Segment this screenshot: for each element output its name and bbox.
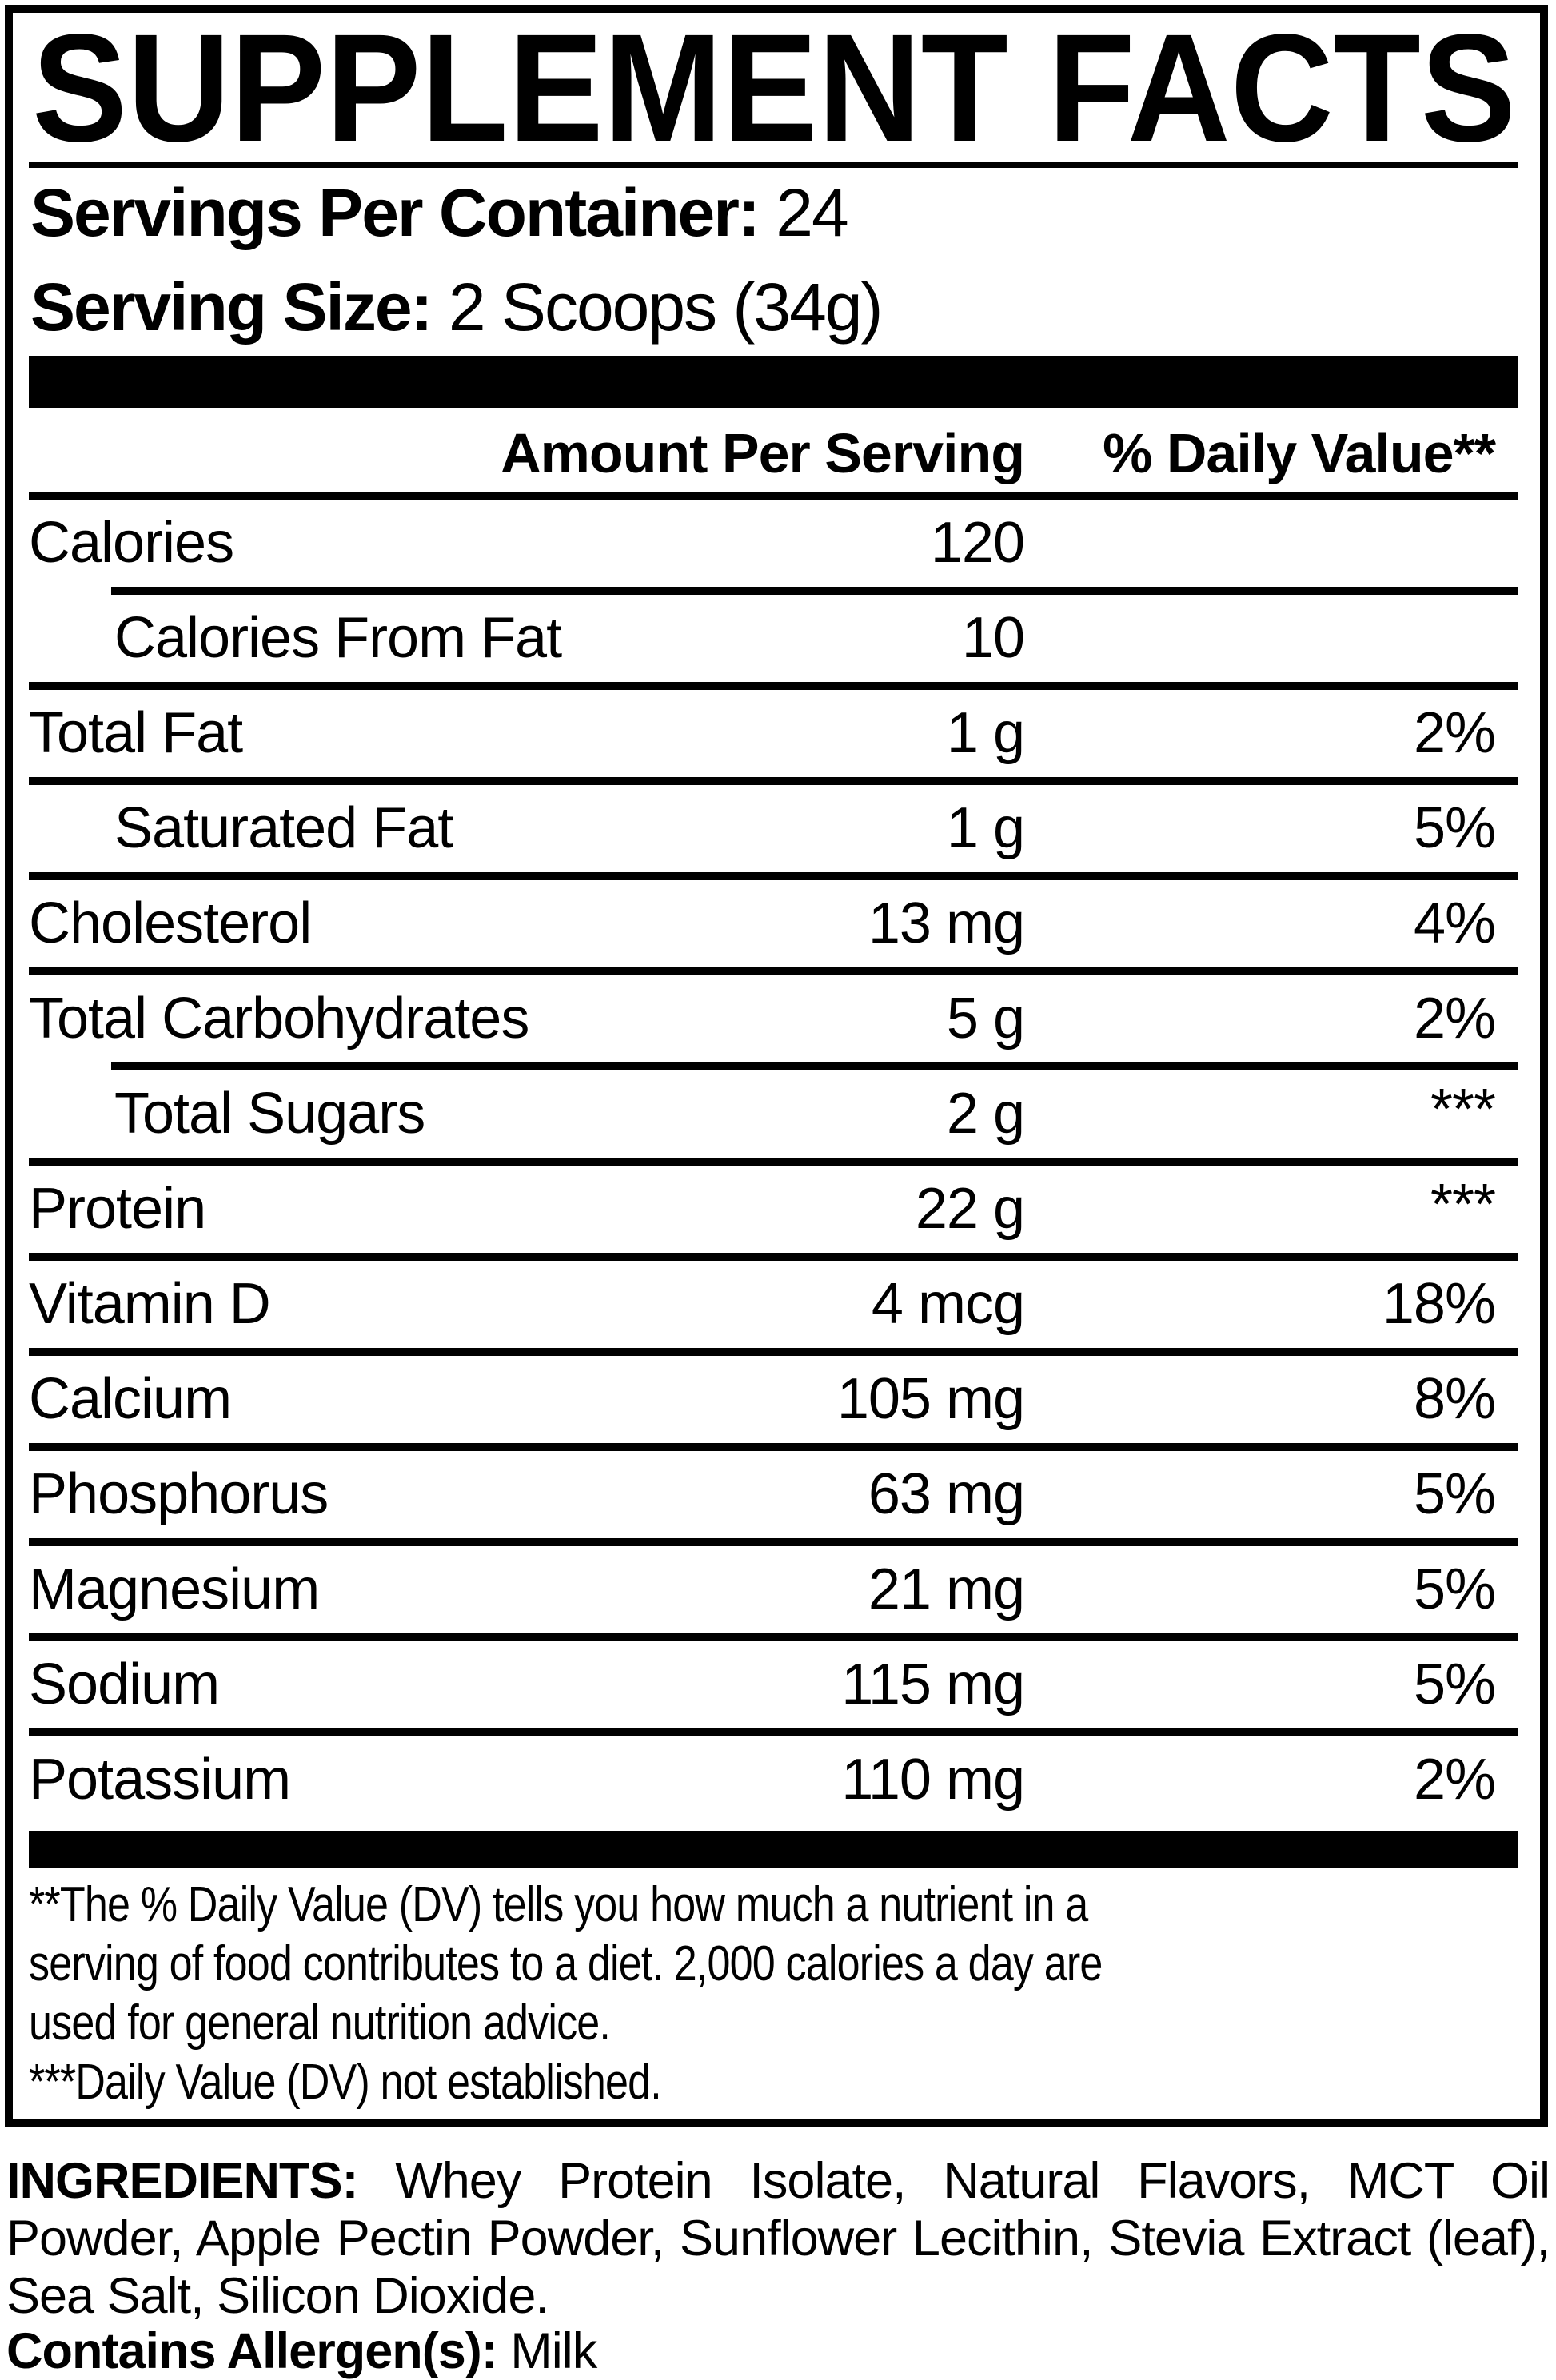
nutrient-daily-value: 8%	[1413, 1367, 1496, 1431]
nutrient-amount: 1 g	[946, 796, 1025, 860]
nutrient-row: Total Carbohydrates 5 g 2%	[29, 967, 1518, 1062]
nutrient-row: Magnesium 21 mg 5%	[29, 1538, 1518, 1633]
nutrient-daily-value: 2%	[1413, 1748, 1496, 1812]
footnote-line-4: ***Daily Value (DV) not established.	[29, 2055, 662, 2110]
nutrient-label: Magnesium	[29, 1557, 320, 1621]
serving-size-value: 2 Scoops (34g)	[448, 269, 884, 345]
nutrient-amount: 63 mg	[868, 1462, 1025, 1526]
footnote-block: **The % Daily Value (DV) tells you how m…	[29, 1876, 1518, 2112]
nutrient-daily-value: 4%	[1413, 891, 1496, 955]
nutrient-row: Total Sugars 2 g ***	[29, 1062, 1518, 1158]
ingredients-list: Whey Protein Isolate, Natural Flavors, M…	[6, 2153, 1550, 2324]
servings-per-container-line: Servings Per Container: 24	[30, 173, 849, 253]
servings-per-container-label: Servings Per Container:	[30, 175, 760, 250]
nutrient-row: Potassium 110 mg 2%	[29, 1728, 1518, 1824]
nutrient-row: Phosphorus 63 mg 5%	[29, 1443, 1518, 1538]
nutrient-label: Protein	[29, 1177, 206, 1241]
nutrient-daily-value: 2%	[1413, 701, 1496, 765]
servings-per-container-value: 24	[776, 175, 848, 250]
nutrient-label: Vitamin D	[29, 1272, 271, 1336]
nutrient-amount: 120	[930, 511, 1025, 575]
nutrient-daily-value: ***	[1430, 1078, 1496, 1142]
nutrient-label: Calcium	[29, 1367, 232, 1431]
nutrient-amount: 115 mg	[841, 1652, 1025, 1716]
nutrient-amount: 110 mg	[841, 1748, 1025, 1812]
nutrient-amount: 105 mg	[836, 1367, 1025, 1431]
panel-title-text: SUPPLEMENT FACTS	[32, 22, 1516, 166]
nutrient-amount: 13 mg	[868, 891, 1025, 955]
allergen-label: Contains Allergen(s):	[6, 2323, 498, 2379]
nutrient-label: Total Sugars	[114, 1082, 425, 1146]
footnote-line-2: serving of food contributes to a diet. 2…	[29, 1936, 1103, 1991]
nutrient-row: Calcium 105 mg 8%	[29, 1348, 1518, 1443]
nutrient-row: Calories 120	[29, 492, 1518, 587]
ingredients-paragraph: INGREDIENTS: Whey Protein Isolate, Natur…	[6, 2152, 1550, 2325]
nutrient-label: Potassium	[29, 1748, 291, 1812]
nutrient-amount: 10	[961, 606, 1025, 670]
nutrient-row: Vitamin D 4 mcg 18%	[29, 1253, 1518, 1348]
nutrient-row: Protein 22 g ***	[29, 1158, 1518, 1253]
footnote-line-3: used for general nutrition advice.	[29, 1995, 611, 2051]
footnote-line-1: **The % Daily Value (DV) tells you how m…	[29, 1877, 1088, 1932]
amount-per-serving-header: Amount Per Serving	[501, 422, 1025, 484]
nutrient-daily-value: 18%	[1382, 1272, 1496, 1336]
nutrient-row: Saturated Fat 1 g 5%	[29, 777, 1518, 872]
nutrient-amount: 5 g	[946, 987, 1025, 1050]
nutrient-row: Calories From Fat 10	[29, 587, 1518, 682]
title-divider	[29, 162, 1518, 168]
nutrient-amount: 22 g	[915, 1177, 1025, 1241]
nutrient-label: Phosphorus	[29, 1462, 329, 1526]
section-separator-bar-bottom	[29, 1831, 1518, 1868]
nutrient-row: Sodium 115 mg 5%	[29, 1633, 1518, 1728]
nutrient-label: Total Carbohydrates	[29, 987, 529, 1050]
nutrient-amount: 1 g	[946, 701, 1025, 765]
nutrient-daily-value: ***	[1430, 1173, 1496, 1237]
section-separator-bar-top	[29, 356, 1518, 408]
nutrient-daily-value: 2%	[1413, 987, 1496, 1050]
panel-title-svg: SUPPLEMENT FACTS	[32, 2, 1516, 173]
serving-size-line: Serving Size: 2 Scoops (34g)	[30, 267, 884, 347]
nutrient-row: Cholesterol 13 mg 4%	[29, 872, 1518, 967]
supplement-facts-panel: SUPPLEMENT FACTS Servings Per Container:…	[5, 2, 1548, 2127]
nutrient-daily-value: 5%	[1413, 1462, 1496, 1526]
nutrient-table: Calories 120 Calories From Fat 10 Total …	[29, 492, 1518, 1824]
nutrient-row: Total Fat 1 g 2%	[29, 682, 1518, 777]
nutrient-amount: 21 mg	[868, 1557, 1025, 1621]
allergen-value: Milk	[510, 2323, 597, 2379]
nutrient-label: Calories	[29, 511, 234, 575]
table-header-row: Amount Per Serving % Daily Value**	[29, 413, 1518, 492]
nutrient-daily-value: 5%	[1413, 1652, 1496, 1716]
nutrient-label: Sodium	[29, 1652, 220, 1716]
nutrient-daily-value: 5%	[1413, 796, 1496, 860]
nutrient-daily-value: 5%	[1413, 1557, 1496, 1621]
nutrient-label: Calories From Fat	[114, 606, 562, 670]
ingredients-label: INGREDIENTS:	[6, 2153, 359, 2209]
nutrient-amount: 2 g	[946, 1082, 1025, 1146]
nutrient-amount: 4 mcg	[871, 1272, 1025, 1336]
nutrient-label: Cholesterol	[29, 891, 312, 955]
nutrient-label: Saturated Fat	[114, 796, 453, 860]
daily-value-header: % Daily Value**	[1103, 422, 1496, 484]
panel-title: SUPPLEMENT FACTS	[32, 2, 1521, 173]
allergen-line: Contains Allergen(s): Milk	[6, 2322, 1550, 2380]
serving-size-label: Serving Size:	[30, 269, 433, 345]
nutrient-label: Total Fat	[29, 701, 243, 765]
